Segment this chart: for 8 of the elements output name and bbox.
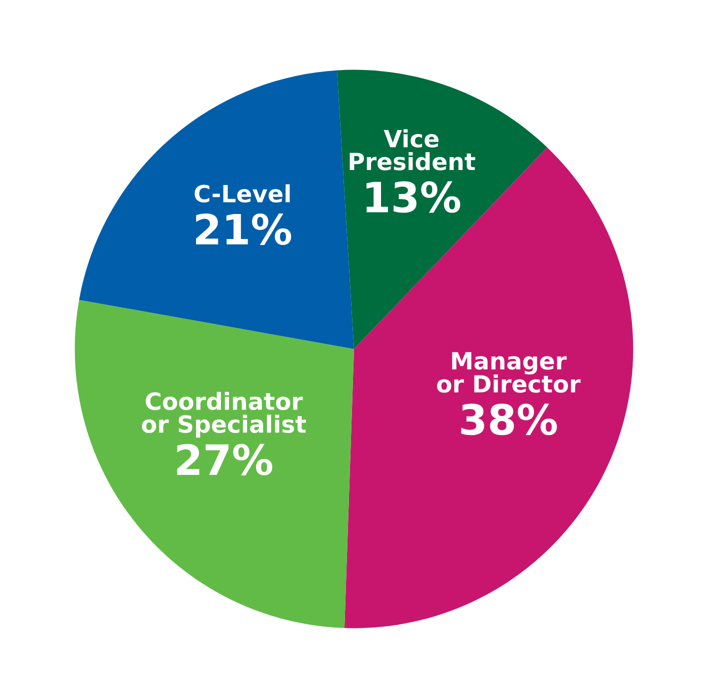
slice-label: Vice President bbox=[350, 129, 476, 170]
slice-label: Coordinator or Specialist bbox=[142, 392, 306, 438]
slice-label: C-Level bbox=[194, 184, 290, 203]
data-label: 21% bbox=[196, 213, 292, 245]
data-label: 27% bbox=[177, 444, 272, 476]
data-label: 38% bbox=[461, 404, 557, 436]
slice-label: Manager or Director bbox=[437, 352, 581, 393]
data-label: 13% bbox=[366, 181, 460, 213]
